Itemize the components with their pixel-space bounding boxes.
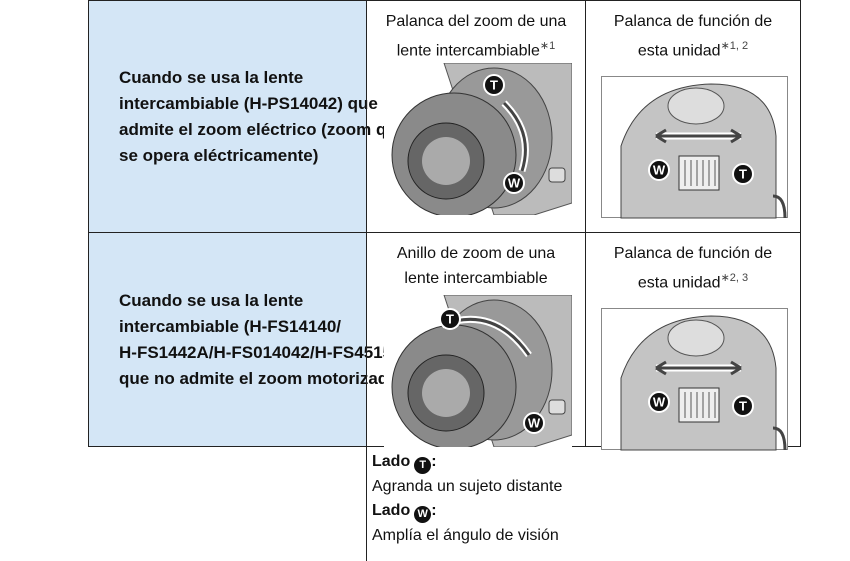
- marker-letter: T: [739, 167, 747, 182]
- camera-top: [620, 83, 777, 219]
- marker-circle: [648, 159, 670, 181]
- marker-circle: [648, 391, 670, 413]
- legend-heading: Lado W:: [372, 499, 562, 524]
- description-line: Cuando se usa la lente: [119, 290, 304, 310]
- footnote-ref: ∗2, 3: [720, 272, 749, 284]
- caption-text: Palanca del zoom de una: [385, 13, 567, 30]
- lens-glass-inner: [422, 369, 470, 417]
- legend-text: Amplía el ángulo de visión: [372, 526, 559, 544]
- caption-text: lente intercambiable: [404, 270, 548, 287]
- caption-text: Palanca de función de: [613, 245, 773, 262]
- footnote-ref: ∗1, 2: [720, 40, 749, 52]
- marker-circle: [523, 412, 545, 434]
- legend-icon: W: [414, 506, 432, 523]
- caption-text: esta unidad: [637, 274, 721, 292]
- lever: [678, 387, 720, 423]
- legend-text: Agranda un sujeto distante: [372, 477, 563, 495]
- screen: [548, 399, 566, 415]
- legend-suffix: :: [431, 502, 437, 519]
- dial: [667, 87, 725, 125]
- caption-text: lente intercambiable: [396, 42, 540, 60]
- strap: [772, 194, 787, 219]
- illustration-cell: Palanca del zoom de una lente intercambia…: [366, 0, 586, 233]
- screen: [548, 167, 566, 183]
- marker-circle: [483, 74, 505, 96]
- caption-text: Palanca de función de: [613, 13, 773, 30]
- marker-circle: [439, 308, 461, 330]
- marker-letter: T: [490, 78, 498, 93]
- legend-label: Lado: [372, 453, 411, 470]
- description-line: H-FS1442A/H-FS014042/H-FS45150): [119, 342, 408, 362]
- arrow: [502, 101, 527, 172]
- illustration: TW: [384, 63, 572, 215]
- legend-icon: T: [414, 457, 432, 474]
- marker-letter: W: [653, 163, 666, 178]
- double-arrow: [655, 360, 742, 376]
- marker-letter: T: [446, 312, 454, 327]
- marker-letter: W: [528, 416, 541, 431]
- dial: [667, 319, 725, 357]
- marker-letter: W: [508, 176, 521, 191]
- caption-line: Palanca de función de: [586, 241, 800, 266]
- legend-suffix: :: [431, 453, 437, 470]
- legend-label: Lado: [372, 502, 411, 519]
- camera-top: [620, 315, 777, 451]
- double-arrow: [655, 128, 742, 144]
- legend-heading: Lado T:: [372, 450, 562, 475]
- caption-line: Anillo de zoom de una: [367, 241, 585, 266]
- description-line: intercambiable (H-PS14042) que: [119, 93, 378, 113]
- illustration-cell: Anillo de zoom de una lente intercambiabl…: [366, 232, 586, 447]
- lever: [678, 155, 720, 191]
- marker-circle: [503, 172, 525, 194]
- description-line: admite el zoom eléctrico (zoom que: [119, 119, 407, 139]
- row-description: Cuando se usa la lente intercambiable (H-…: [88, 232, 408, 447]
- caption-line: esta unidad∗2, 3: [586, 266, 800, 295]
- caption-line: lente intercambiable: [367, 266, 585, 291]
- marker-circle: [732, 395, 754, 417]
- divider: [366, 446, 367, 561]
- illustration: TW: [384, 295, 572, 447]
- caption-line: Palanca de función de: [586, 9, 800, 34]
- description-line: intercambiable (H-FS14140/: [119, 316, 342, 336]
- legend: Lado T: Agranda un sujeto distante Lado W: Am…: [372, 450, 562, 548]
- strap: [772, 426, 787, 451]
- caption-line: esta unidad∗1, 2: [586, 34, 800, 63]
- description-line: se opera eléctricamente): [119, 145, 319, 165]
- marker-circle: [732, 163, 754, 185]
- lens-glass-inner: [422, 137, 470, 185]
- caption-text: Anillo de zoom de una: [396, 245, 556, 262]
- description-line: que no admite el zoom motorizado: [119, 368, 399, 388]
- marker-letter: T: [739, 399, 747, 414]
- caption-line: lente intercambiable∗1: [367, 34, 585, 63]
- marker-letter: W: [653, 395, 666, 410]
- footnote-ref: ∗1: [539, 40, 556, 52]
- caption-line: Palanca del zoom de una: [367, 9, 585, 34]
- caption-text: esta unidad: [637, 42, 721, 60]
- row-description: Cuando se usa la lente intercambiable (H-…: [88, 0, 407, 233]
- description-line: Cuando se usa la lente: [119, 67, 304, 87]
